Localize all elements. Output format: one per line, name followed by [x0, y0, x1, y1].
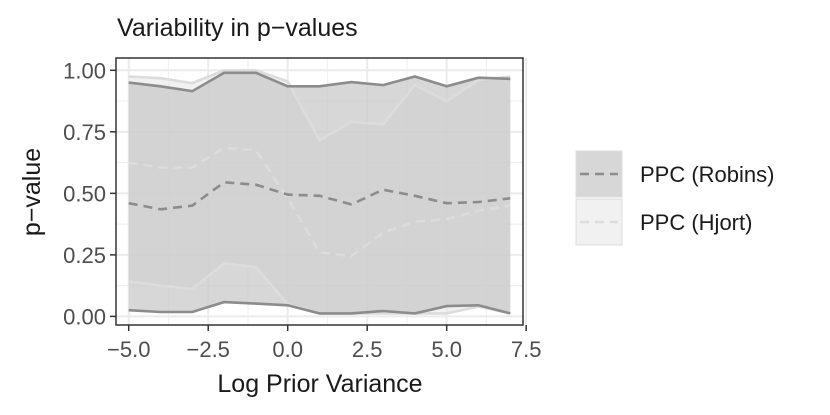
legend-label-robins: PPC (Robins)	[640, 162, 774, 187]
x-tick-label: −2.5	[186, 337, 229, 362]
y-tick-label: 0.00	[63, 304, 106, 329]
plot-area	[115, 57, 528, 326]
median-line-robins	[128, 180, 511, 211]
plot-border	[115, 57, 524, 326]
y-tick-label: 1.00	[63, 58, 106, 83]
ribbons	[128, 70, 511, 314]
upper-line-robins	[128, 71, 511, 93]
y-axis-label: p−value	[18, 148, 46, 236]
x-axis-label: Log Prior Variance	[217, 370, 422, 398]
chart-title: Variability in p−values	[117, 14, 358, 42]
series-lines	[128, 69, 511, 315]
x-axis: −5.0 −2.5 0.0 2.5 5.0 7.5	[107, 325, 541, 362]
y-axis: 0.00 0.25 0.50 0.75 1.00	[63, 58, 116, 329]
ribbon-robins	[128, 72, 511, 314]
y-tick-label: 0.75	[63, 120, 106, 145]
legend-label-hjort: PPC (Hjort)	[640, 210, 752, 235]
x-tick-label: 0.0	[272, 337, 303, 362]
y-tick-label: 0.25	[63, 243, 106, 268]
x-tick-label: 7.5	[511, 337, 542, 362]
x-tick-label: 5.0	[431, 337, 462, 362]
x-tick-label: −5.0	[107, 337, 150, 362]
lower-line-robins	[128, 300, 511, 315]
upper-line-hjort	[128, 69, 511, 143]
legend: PPC (Robins) PPC (Hjort)	[575, 150, 774, 246]
x-tick-label: 2.5	[352, 337, 383, 362]
median-line-hjort	[128, 146, 511, 258]
y-tick-label: 0.50	[63, 181, 106, 206]
